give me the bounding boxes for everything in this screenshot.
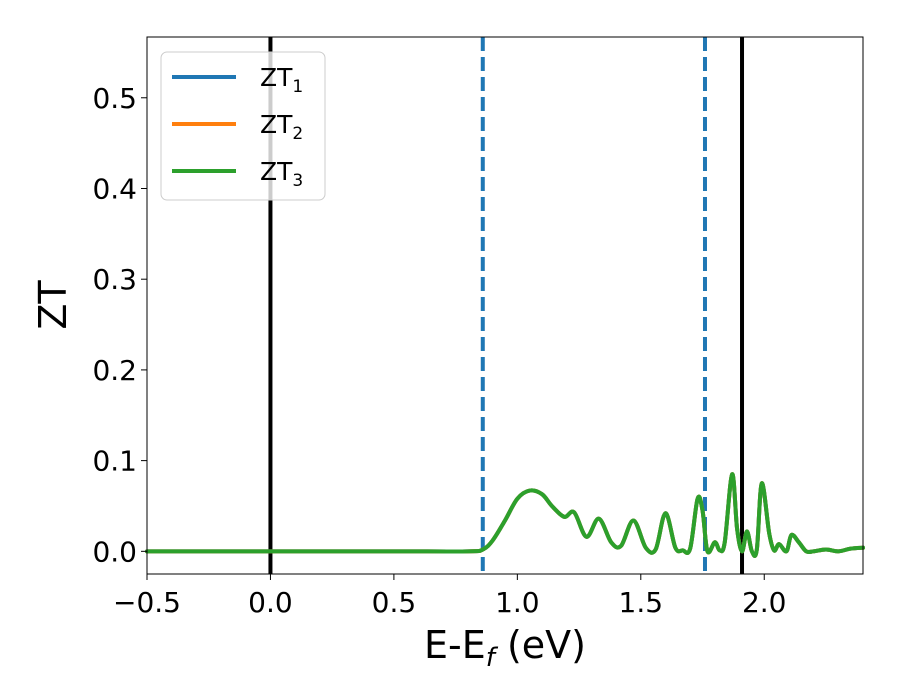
legend-box [160,51,326,201]
x-tick-label: 1.5 [619,586,664,619]
y-tick-label: 0.2 [92,354,137,387]
zt-curves [145,472,865,558]
x-tick-label: 2.0 [742,586,787,619]
y-axis-title: ZT [31,280,75,330]
legend: ZT1 ZT2 ZT3 [160,51,326,201]
plot-frame [146,36,864,575]
y-tick-label: 0.0 [92,535,137,568]
legend-label-2: ZT2 [260,110,303,144]
legend-label-3: ZT3 [260,157,303,191]
legend-label-1: ZT1 [260,63,303,97]
y-tick-label: 0.1 [92,445,137,478]
y-tick-label: 0.4 [92,172,137,205]
y-axis-ticks: 0.0 0.1 0.2 0.3 0.4 0.5 [92,82,147,568]
x-axis-title: E-Ef (eV) [424,623,586,673]
y-tick-label: 0.5 [92,82,137,115]
x-tick-label: 0.5 [372,586,417,619]
y-tick-label: 0.3 [92,263,137,296]
x-tick-label: 0.0 [248,586,293,619]
x-tick-label: 1.0 [495,586,540,619]
series-line-3 [145,472,865,558]
x-tick-label: −0.5 [113,586,181,619]
x-axis-ticks: −0.5 0.0 0.5 1.0 1.5 2.0 [113,574,787,619]
vertical-reference-lines [268,37,745,574]
